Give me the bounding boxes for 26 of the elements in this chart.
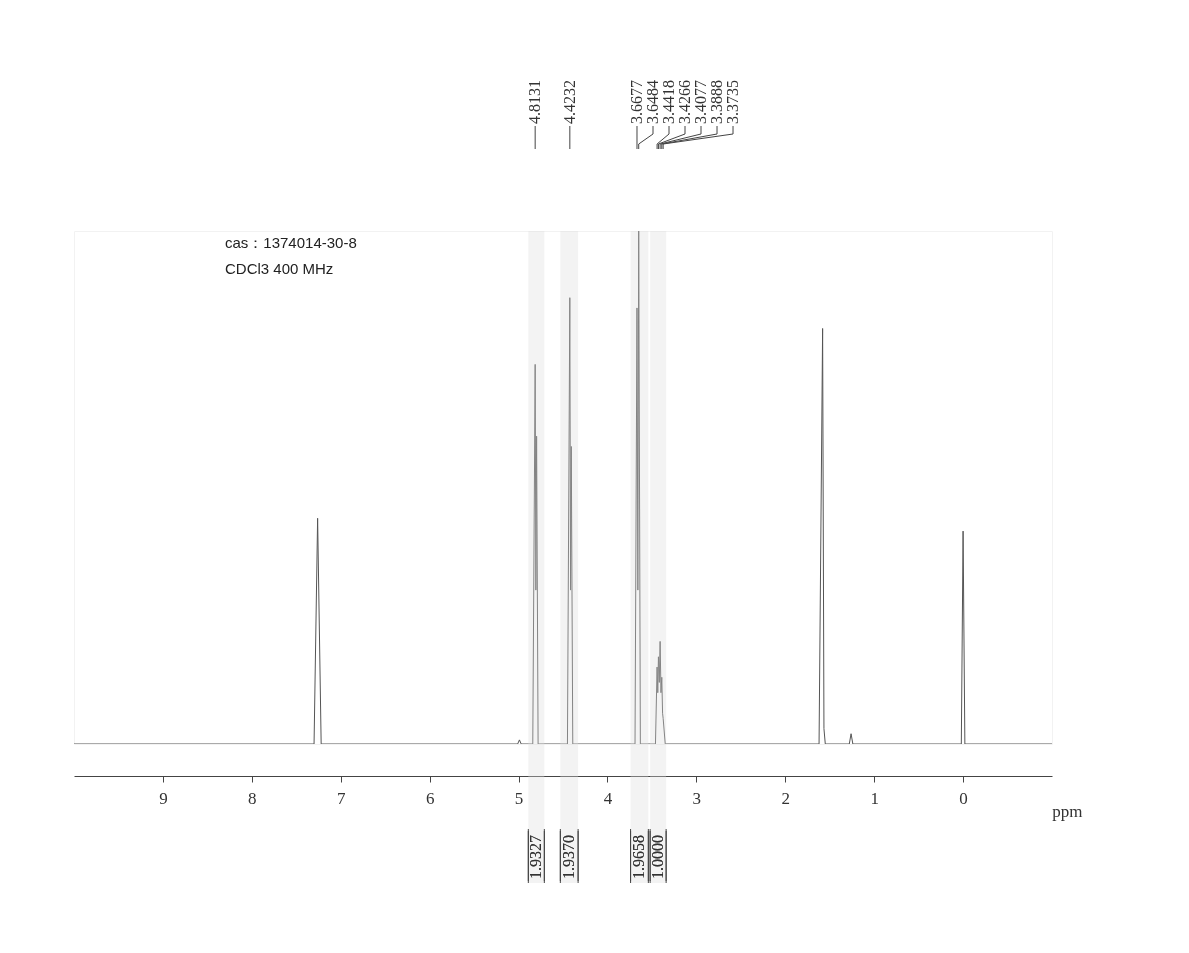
- band-label: 1.9327: [527, 835, 545, 879]
- annotation: CDCl3 400 MHz: [225, 260, 334, 277]
- annotation: 3.6677: [628, 80, 645, 124]
- x-tick-label: 1: [870, 788, 879, 808]
- x-tick-label: 4: [603, 788, 613, 808]
- x-tick-label: 2: [781, 788, 791, 808]
- annotation: cas：1374014-30-8: [225, 234, 357, 251]
- x-tick-label: 9: [159, 788, 168, 808]
- band-label: 1.0000: [649, 835, 667, 879]
- x-tick-label: 5: [514, 788, 524, 808]
- x-tick-label: 0: [959, 788, 968, 808]
- band-label: 1.9370: [560, 835, 578, 879]
- x-axis-title: ppm: [1052, 801, 1083, 821]
- band-label: 1.9658: [630, 835, 648, 879]
- annotation: 3.6484: [644, 80, 661, 124]
- annotation: 3.4266: [676, 80, 694, 124]
- annotation: 4.4232: [560, 80, 578, 124]
- annotation: 3.3735: [724, 80, 742, 124]
- annotation: 3.4418: [660, 80, 678, 124]
- annotation: 4.8131: [526, 80, 544, 124]
- annotation: 3.4077: [692, 80, 710, 124]
- annotation: 3.3888: [708, 80, 726, 124]
- x-tick-label: 8: [248, 788, 257, 808]
- x-tick-label: 3: [692, 788, 702, 808]
- x-tick-label: 7: [336, 788, 346, 808]
- x-tick-label: 6: [425, 788, 435, 808]
